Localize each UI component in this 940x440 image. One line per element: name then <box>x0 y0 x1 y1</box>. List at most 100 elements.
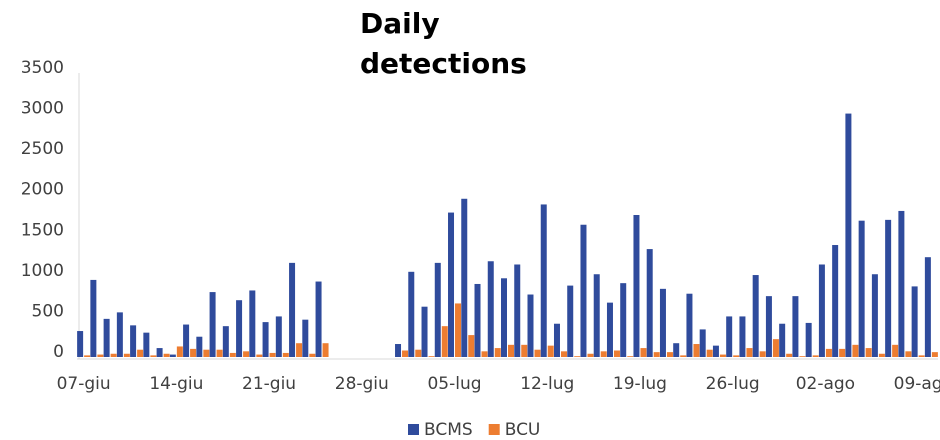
bar <box>402 350 409 357</box>
bar <box>892 344 899 357</box>
legend-swatch <box>408 424 419 435</box>
bar <box>640 348 647 357</box>
bar <box>137 349 144 357</box>
y-tick-label: 1500 <box>21 220 64 240</box>
y-tick-label: 1000 <box>21 261 64 281</box>
bar <box>673 343 680 357</box>
bar <box>852 344 859 357</box>
bar <box>222 326 229 357</box>
bar <box>448 212 455 357</box>
bar <box>256 354 263 357</box>
bar <box>116 312 123 357</box>
bar <box>468 335 475 357</box>
bar <box>593 274 600 357</box>
bar <box>719 354 726 357</box>
bar <box>262 322 269 357</box>
bar <box>540 204 547 357</box>
bar <box>455 303 462 357</box>
bar <box>805 322 812 357</box>
bar <box>322 343 329 357</box>
bar <box>481 351 488 357</box>
y-tick-label: 2500 <box>21 139 64 159</box>
bar <box>765 296 772 357</box>
bar <box>606 302 613 357</box>
bar <box>216 349 223 357</box>
bar <box>633 215 640 357</box>
bar <box>90 279 97 357</box>
x-tick-label: 21-giu <box>242 374 296 394</box>
bar <box>275 316 282 357</box>
y-tick-label: 2000 <box>21 180 64 200</box>
bar <box>905 351 912 357</box>
bar <box>196 336 203 357</box>
bar <box>143 332 150 357</box>
bar <box>156 348 163 357</box>
bar <box>865 348 872 357</box>
bar <box>726 316 733 357</box>
x-tick-label: 19-lug <box>613 374 667 394</box>
bar <box>123 353 130 357</box>
bar <box>924 257 931 357</box>
bar <box>845 113 852 357</box>
bar <box>931 352 938 357</box>
bar <box>693 344 700 357</box>
bar <box>249 290 256 357</box>
bar <box>243 351 250 357</box>
bar <box>918 355 925 357</box>
bar <box>613 350 620 357</box>
bar <box>772 339 779 357</box>
bar <box>832 245 839 357</box>
bar <box>514 264 521 357</box>
bar <box>289 262 296 357</box>
bar <box>474 283 481 357</box>
bar <box>494 348 501 357</box>
bar <box>461 198 468 357</box>
bar <box>620 283 627 357</box>
bar <box>878 353 885 357</box>
bar <box>858 220 865 357</box>
x-tick-label: 26-lug <box>706 374 760 394</box>
bar <box>680 355 687 357</box>
bar <box>839 348 846 357</box>
x-tick-label: 28-giu <box>335 374 389 394</box>
bar <box>560 351 567 357</box>
y-tick-label: 0 <box>53 342 64 362</box>
bar <box>627 356 634 357</box>
bar <box>792 296 799 357</box>
legend-label: BCU <box>505 420 541 440</box>
bar <box>508 344 514 357</box>
bar <box>203 349 210 357</box>
bar <box>487 261 494 357</box>
bar <box>408 271 415 357</box>
bar <box>501 278 507 357</box>
bar <box>110 353 117 357</box>
bar <box>183 324 190 357</box>
x-tick-label: 14-giu <box>149 374 203 394</box>
bar <box>190 348 197 357</box>
y-tick-label: 3000 <box>21 99 64 119</box>
bar <box>169 354 176 357</box>
bar <box>812 355 819 357</box>
x-tick-label: 05-lug <box>427 374 481 394</box>
x-tick-label: 09-ag <box>894 374 940 394</box>
bar <box>567 285 574 357</box>
bar <box>898 210 905 357</box>
bar <box>653 352 660 357</box>
bar <box>97 354 104 357</box>
bar <box>309 353 316 357</box>
chart-title: Daily detections <box>360 7 527 80</box>
bar <box>103 318 110 357</box>
bar <box>574 356 581 357</box>
x-tick-label: 07-giu <box>57 374 111 394</box>
bar <box>163 353 170 357</box>
bar <box>553 323 560 357</box>
y-tick-label: 500 <box>32 301 64 321</box>
bar <box>236 300 243 357</box>
bar <box>421 306 428 357</box>
bar <box>547 345 554 357</box>
bar <box>229 352 236 357</box>
bar <box>521 344 528 357</box>
bar <box>712 345 719 357</box>
